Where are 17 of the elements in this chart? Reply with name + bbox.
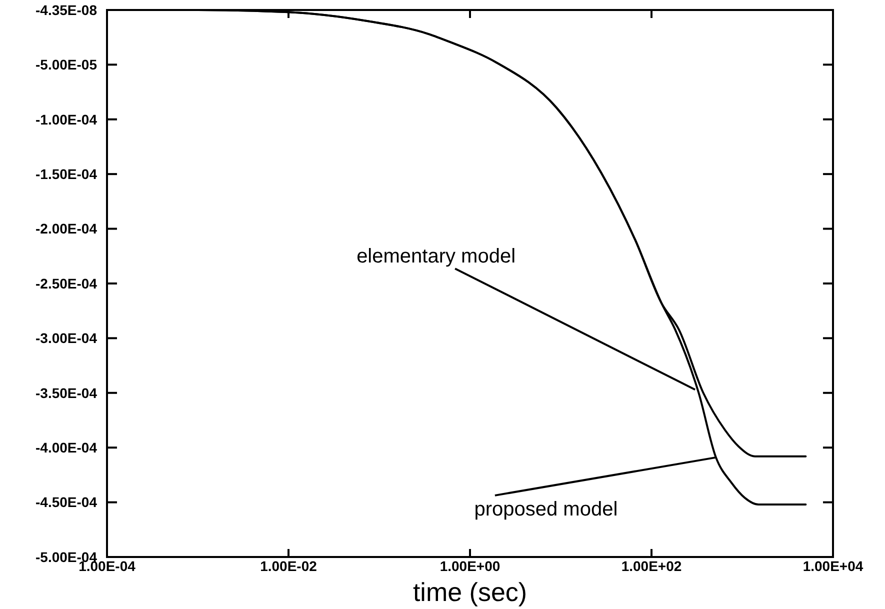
y-tick-label: -2.50E-04 [36,275,98,292]
y-tick-label: -2.00E-04 [36,220,98,237]
y-tick-label: -1.00E-04 [36,111,98,128]
y-tick-label: -4.50E-04 [36,494,98,510]
y-tick-label: -5.00E-05 [36,56,98,73]
x-tick-label: 1.00E+02 [621,558,682,574]
y-tick-label: -3.50E-04 [36,384,98,401]
x-tick-label: 1.00E-02 [260,558,318,574]
y-tick-label: -4.00E-04 [36,439,98,456]
x-axis-title: time (sec) [412,577,528,607]
annotation: elementary model [356,246,516,268]
x-tick-label: 1.00E+04 [802,558,864,574]
y-tick-label: -1.50E-04 [36,166,98,182]
y-tick-label: -4.35E-08 [36,2,98,18]
y-tick-label: -3.00E-04 [36,330,98,346]
x-tick-label: 1.00E+00 [440,558,500,574]
annotation: proposed model [474,498,618,520]
